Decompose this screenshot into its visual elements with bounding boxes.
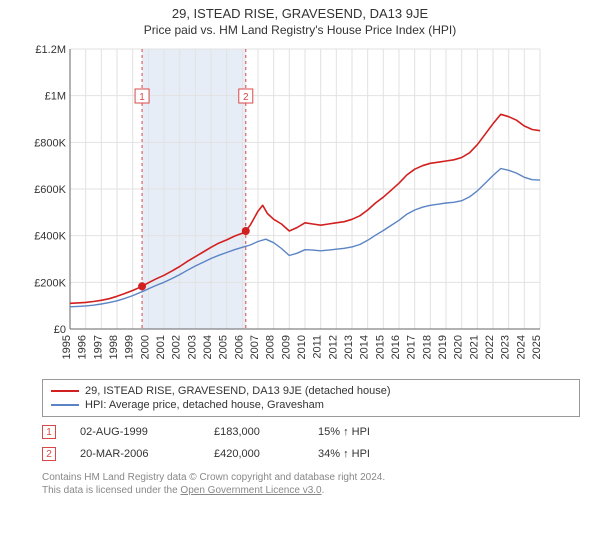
svg-text:2020: 2020	[453, 335, 465, 359]
svg-text:£0: £0	[54, 324, 66, 336]
svg-text:2019: 2019	[437, 335, 449, 359]
sales-table: 1 02-AUG-1999 £183,000 15% ↑ HPI 2 20-MAR-200…	[42, 421, 580, 465]
svg-text:£600K: £600K	[34, 184, 66, 196]
svg-text:2000: 2000	[139, 335, 151, 359]
legend: 29, ISTEAD RISE, GRAVESEND, DA13 9JE (de…	[42, 379, 580, 417]
legend-swatch	[51, 404, 79, 406]
line-chart-svg: £0£200K£400K£600K£800K£1M£1.2M1995199619…	[30, 43, 550, 373]
sale-pct-vs-hpi: 15% ↑ HPI	[318, 426, 408, 438]
sale-badge: 1	[42, 425, 56, 439]
chart-area: £0£200K£400K£600K£800K£1M£1.2M1995199619…	[30, 43, 590, 373]
sale-price: £183,000	[214, 426, 294, 438]
svg-text:1999: 1999	[124, 335, 136, 359]
svg-text:1998: 1998	[108, 335, 120, 359]
svg-text:2003: 2003	[186, 335, 198, 359]
svg-text:£1.2M: £1.2M	[35, 44, 66, 56]
svg-text:1996: 1996	[77, 335, 89, 359]
svg-text:1997: 1997	[92, 335, 104, 359]
legend-row: HPI: Average price, detached house, Grav…	[51, 398, 571, 412]
svg-text:1995: 1995	[61, 335, 73, 359]
sale-date: 02-AUG-1999	[80, 426, 190, 438]
svg-text:2023: 2023	[500, 335, 512, 359]
svg-text:2013: 2013	[343, 335, 355, 359]
svg-text:2018: 2018	[421, 335, 433, 359]
svg-text:£1M: £1M	[45, 91, 66, 103]
svg-text:2012: 2012	[327, 335, 339, 359]
legend-label: 29, ISTEAD RISE, GRAVESEND, DA13 9JE (de…	[85, 385, 391, 397]
svg-text:2008: 2008	[265, 335, 277, 359]
svg-text:1: 1	[139, 92, 145, 103]
svg-text:2007: 2007	[249, 335, 261, 359]
sale-pct-vs-hpi: 34% ↑ HPI	[318, 448, 408, 460]
footer-attribution: Contains HM Land Registry data © Crown c…	[42, 471, 580, 497]
svg-text:2: 2	[243, 92, 249, 103]
svg-text:2002: 2002	[171, 335, 183, 359]
svg-text:£400K: £400K	[34, 231, 66, 243]
svg-text:2014: 2014	[359, 335, 371, 359]
sale-badge: 2	[42, 447, 56, 461]
legend-swatch	[51, 390, 79, 392]
ogl-link[interactable]: Open Government Licence v3.0	[180, 485, 321, 496]
page-title: 29, ISTEAD RISE, GRAVESEND, DA13 9JE	[0, 0, 600, 21]
footer-line-1: Contains HM Land Registry data © Crown c…	[42, 471, 580, 484]
footer-line-2: This data is licensed under the Open Gov…	[42, 484, 580, 497]
svg-text:£200K: £200K	[34, 277, 66, 289]
svg-text:2021: 2021	[468, 335, 480, 359]
page-subtitle: Price paid vs. HM Land Registry's House …	[0, 21, 600, 43]
svg-text:2010: 2010	[296, 335, 308, 359]
svg-text:2009: 2009	[280, 335, 292, 359]
sale-row: 1 02-AUG-1999 £183,000 15% ↑ HPI	[42, 421, 580, 443]
legend-row: 29, ISTEAD RISE, GRAVESEND, DA13 9JE (de…	[51, 384, 571, 398]
svg-text:£800K: £800K	[34, 137, 66, 149]
svg-text:2015: 2015	[374, 335, 386, 359]
svg-text:2022: 2022	[484, 335, 496, 359]
chart-container: 29, ISTEAD RISE, GRAVESEND, DA13 9JE Pri…	[0, 0, 600, 560]
sale-row: 2 20-MAR-2006 £420,000 34% ↑ HPI	[42, 443, 580, 465]
svg-text:2017: 2017	[406, 335, 418, 359]
legend-label: HPI: Average price, detached house, Grav…	[85, 399, 324, 411]
svg-text:2024: 2024	[515, 335, 527, 359]
svg-text:2001: 2001	[155, 335, 167, 359]
svg-text:2004: 2004	[202, 335, 214, 359]
svg-text:2005: 2005	[218, 335, 230, 359]
svg-text:2006: 2006	[233, 335, 245, 359]
sale-date: 20-MAR-2006	[80, 448, 190, 460]
svg-text:2016: 2016	[390, 335, 402, 359]
svg-text:2025: 2025	[531, 335, 543, 359]
svg-text:2011: 2011	[312, 335, 324, 359]
sale-price: £420,000	[214, 448, 294, 460]
